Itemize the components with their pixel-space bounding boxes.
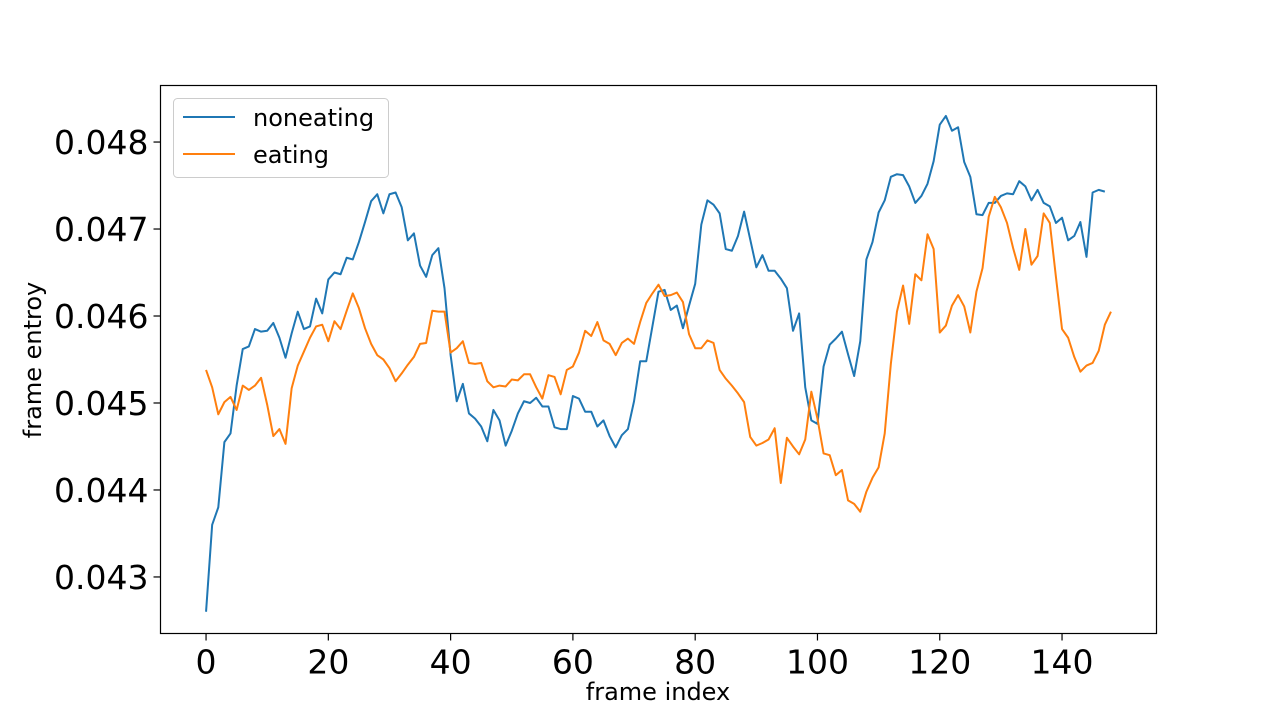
x-tick-label: 40 — [430, 643, 472, 682]
x-axis-title: frame index — [586, 678, 730, 706]
series-layer — [205, 114, 1112, 612]
legend-box — [173, 98, 389, 178]
x-tick-label: 0 — [196, 643, 217, 682]
y-tick-label: 0.043 — [54, 558, 148, 597]
x-tick-label: 20 — [307, 643, 349, 682]
series-line-noneating — [205, 114, 1106, 612]
x-tick-label: 120 — [908, 643, 971, 682]
y-tick-label: 0.046 — [54, 297, 148, 336]
y-axis-title: frame entroy — [19, 282, 47, 438]
x-tick-label: 100 — [786, 643, 849, 682]
y-tick-label: 0.048 — [54, 123, 148, 162]
y-tick-label: 0.045 — [54, 384, 148, 423]
x-tick-label: 140 — [1031, 643, 1094, 682]
x-tick-label: 80 — [674, 643, 716, 682]
y-axis: 0.043 0.044 0.045 0.046 0.047 0.048 — [54, 123, 161, 597]
legend-label-noneating: noneating — [253, 104, 374, 132]
y-tick-label: 0.047 — [54, 210, 148, 249]
axes-frame — [159, 84, 1158, 635]
legend-label-eating: eating — [253, 141, 329, 169]
legend: noneating eating — [173, 98, 389, 178]
plot-area — [159, 84, 1158, 635]
y-tick-label: 0.044 — [54, 471, 148, 510]
series-line-eating — [205, 195, 1112, 513]
x-tick-label: 60 — [552, 643, 594, 682]
x-axis: 0 20 40 60 80 100 120 140 — [196, 633, 1094, 682]
